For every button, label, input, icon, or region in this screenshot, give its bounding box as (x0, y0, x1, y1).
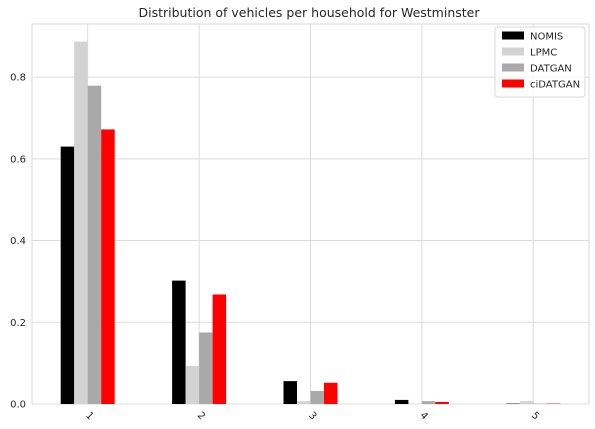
x-tick-label: 2 (195, 410, 207, 422)
x-tick-label: 1 (83, 410, 95, 422)
bar-lpmc-2 (185, 366, 200, 404)
bar-nomis-3 (283, 381, 297, 404)
x-tick-label: 4 (418, 410, 430, 422)
legend: NOMIS LPMC DATGAN ciDATGAN (494, 26, 586, 98)
bar-datgan-1 (87, 85, 102, 405)
bar-nomis-1 (60, 146, 75, 405)
x-tick-label: 3 (306, 410, 318, 422)
legend-label-datgan: DATGAN (530, 64, 572, 75)
y-tick-labels: 0.0 0.2 0.4 0.6 0.8 (10, 73, 26, 411)
bar-lpmc-5 (519, 401, 534, 404)
bar-lpmc-1 (74, 41, 88, 405)
y-tick-label: 0.0 (10, 400, 26, 411)
chart-title: Distribution of vehicles per household f… (138, 5, 480, 20)
legend-swatch-cidatgan (502, 79, 524, 88)
bar-cidatgan-3 (324, 382, 338, 404)
bar-cidatgan-2 (212, 294, 227, 404)
y-tick-label: 0.6 (10, 154, 26, 165)
legend-swatch-nomis (502, 31, 524, 40)
bar-datgan-3 (310, 390, 324, 404)
bar-nomis-4 (394, 399, 409, 404)
legend-label-nomis: NOMIS (530, 32, 563, 43)
bar-lpmc-3 (297, 401, 311, 404)
legend-swatch-lpmc (502, 47, 524, 56)
bar-cidatgan-1 (101, 129, 115, 404)
bar-cidatgan-4 (435, 401, 449, 404)
legend-swatch-datgan (502, 63, 524, 72)
legend-label-lpmc: LPMC (530, 48, 557, 59)
bar-nomis-2 (172, 280, 186, 404)
x-tick-label: 5 (529, 410, 541, 422)
x-tick-labels: 1 2 3 4 5 (83, 410, 541, 422)
bars (60, 41, 561, 405)
y-tick-label: 0.8 (10, 73, 26, 84)
bar-datgan-4 (421, 401, 436, 404)
y-tick-label: 0.4 (10, 236, 26, 247)
legend-label-cidatgan: ciDATGAN (530, 80, 580, 91)
y-tick-label: 0.2 (10, 318, 26, 329)
bar-datgan-2 (199, 332, 213, 404)
